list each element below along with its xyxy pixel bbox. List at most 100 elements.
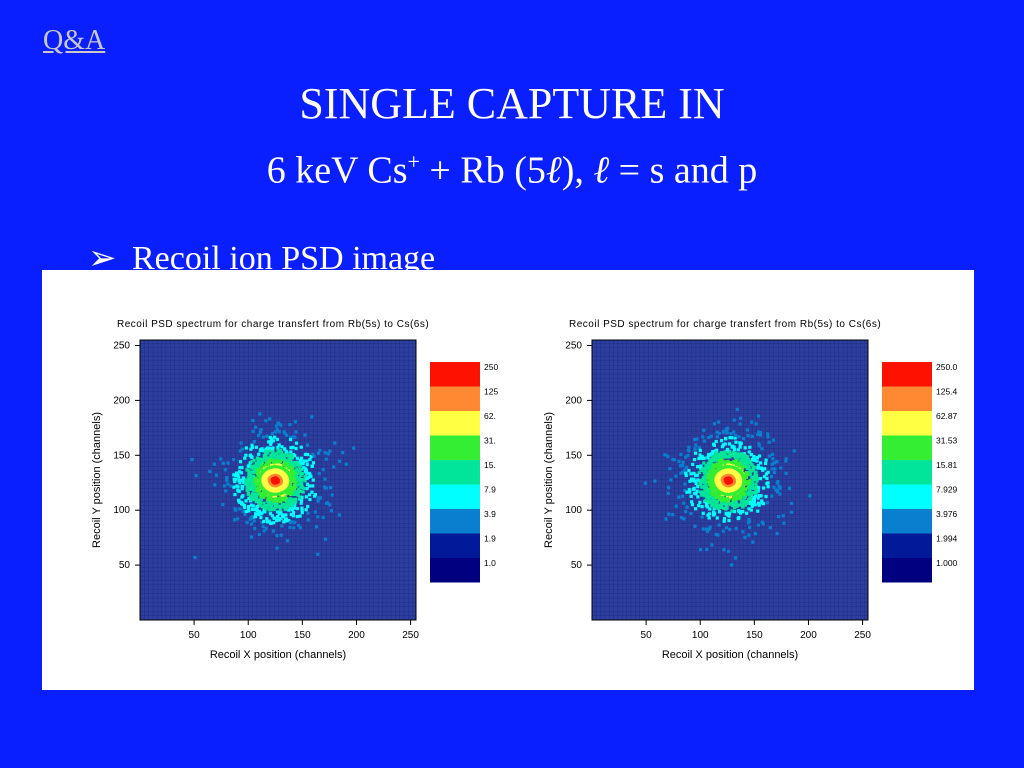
heatmap-cell xyxy=(687,488,691,492)
heatmap-cell xyxy=(291,498,296,502)
heatmap-cell xyxy=(299,472,303,476)
heatmap-cell xyxy=(691,487,695,491)
y-tick-label: 250 xyxy=(113,340,130,351)
heatmap-cell xyxy=(252,439,256,444)
legend-swatch xyxy=(430,362,480,387)
heatmap-cell xyxy=(772,485,776,489)
heatmap-cell xyxy=(279,499,283,504)
heatmap-cell xyxy=(300,506,304,510)
heatmap-cell xyxy=(694,481,698,486)
heatmap-cell xyxy=(681,470,685,474)
heatmap-cell xyxy=(707,489,711,493)
heatmap-cell xyxy=(290,500,295,504)
heatmap-cell xyxy=(740,499,744,503)
heatmap-cell xyxy=(263,450,268,454)
heatmap-cell xyxy=(248,454,252,458)
heatmap-cell xyxy=(245,485,249,489)
heatmap-cell xyxy=(721,502,726,506)
heatmap-cell xyxy=(758,431,763,435)
heatmap-cell xyxy=(743,495,747,499)
heatmap-cell xyxy=(249,535,254,539)
heatmap-cell xyxy=(247,478,251,482)
heatmap-cell xyxy=(740,510,745,514)
heatmap-cell xyxy=(305,476,310,480)
qa-link[interactable]: Q&A xyxy=(43,25,106,56)
legend-swatch xyxy=(430,411,480,436)
heatmap-cell xyxy=(254,425,258,429)
heatmap-cell xyxy=(700,493,704,497)
heatmap-cell xyxy=(267,519,271,523)
heatmap-cell xyxy=(279,456,283,460)
heatmap-cell xyxy=(291,514,295,518)
heatmap-cell xyxy=(729,461,733,465)
heatmap-cell xyxy=(265,456,270,460)
heatmap-cell xyxy=(257,512,261,517)
heatmap-cell xyxy=(272,507,276,512)
heatmap-cell xyxy=(190,458,194,462)
heatmap-cell xyxy=(275,455,280,460)
heatmap-cell xyxy=(260,494,264,498)
heatmap-cell xyxy=(693,447,697,451)
heatmap-cell xyxy=(755,459,759,463)
heatmap-cell xyxy=(234,473,238,477)
heatmap-cell xyxy=(751,502,755,507)
heatmap-cell xyxy=(734,462,739,467)
heatmap-cell xyxy=(754,422,758,426)
x-tick-label: 50 xyxy=(189,630,201,641)
heatmap-cell xyxy=(699,482,703,486)
legend-label: 250.0 xyxy=(936,362,958,372)
heatmap-cell xyxy=(698,467,703,471)
heatmap-cell xyxy=(736,479,740,484)
heatmap-cell xyxy=(233,507,237,511)
heatmap-cell xyxy=(295,506,299,511)
heatmap-cell xyxy=(301,462,305,466)
heatmap-cell xyxy=(721,459,725,464)
x-tick-label: 50 xyxy=(641,630,653,641)
heatmap-cell xyxy=(727,518,731,523)
heatmap-cell xyxy=(729,479,734,483)
heatmap-cell xyxy=(711,495,715,500)
heatmap-cell xyxy=(269,521,273,525)
x-axis-label: Recoil X position (channels) xyxy=(662,649,798,661)
heatmap-cell xyxy=(294,430,298,434)
heatmap-cell xyxy=(284,505,288,509)
heatmap-cell xyxy=(695,437,699,441)
heatmap-cell xyxy=(252,458,256,462)
legend-label: 31.53 xyxy=(936,436,958,446)
heatmap-cell xyxy=(314,525,319,529)
heatmap-cell xyxy=(294,446,298,451)
heatmap-cell xyxy=(295,492,299,497)
heatmap-cell xyxy=(705,529,710,534)
heatmap-cell xyxy=(254,512,258,516)
heatmap-cell xyxy=(715,491,719,495)
heatmap-cell xyxy=(727,451,731,455)
heatmap-cell xyxy=(272,501,276,505)
heatmap-cell xyxy=(316,515,320,519)
heatmap-cell xyxy=(684,471,688,475)
heatmap-cell xyxy=(282,496,286,500)
heatmap-cell xyxy=(729,495,733,499)
heatmap-cell xyxy=(709,499,713,504)
x-tick-label: 250 xyxy=(402,630,419,641)
legend-label: 7.929 xyxy=(936,485,958,495)
heatmap-cell xyxy=(778,492,782,496)
heatmap-cell xyxy=(717,510,722,514)
heatmap-cell xyxy=(729,431,733,436)
heatmap-cell xyxy=(294,441,299,445)
heatmap-cells xyxy=(643,407,812,567)
heatmap-cell xyxy=(789,510,794,514)
heatmap-cell xyxy=(255,483,259,487)
heatmap-cell xyxy=(755,455,759,460)
heatmap-cell xyxy=(269,442,273,446)
heatmap-cell xyxy=(260,460,264,465)
heatmap-cell xyxy=(725,431,729,435)
heatmap-cell xyxy=(707,527,711,531)
heatmap-cell xyxy=(727,511,732,515)
heatmap-cell xyxy=(743,503,747,507)
heatmap-cell xyxy=(299,501,303,505)
heatmap-cell xyxy=(747,482,752,486)
heatmap-cell xyxy=(781,514,785,518)
heatmap-cell xyxy=(674,504,678,508)
heatmap-cell xyxy=(703,494,707,498)
heatmap-cell xyxy=(715,465,719,469)
